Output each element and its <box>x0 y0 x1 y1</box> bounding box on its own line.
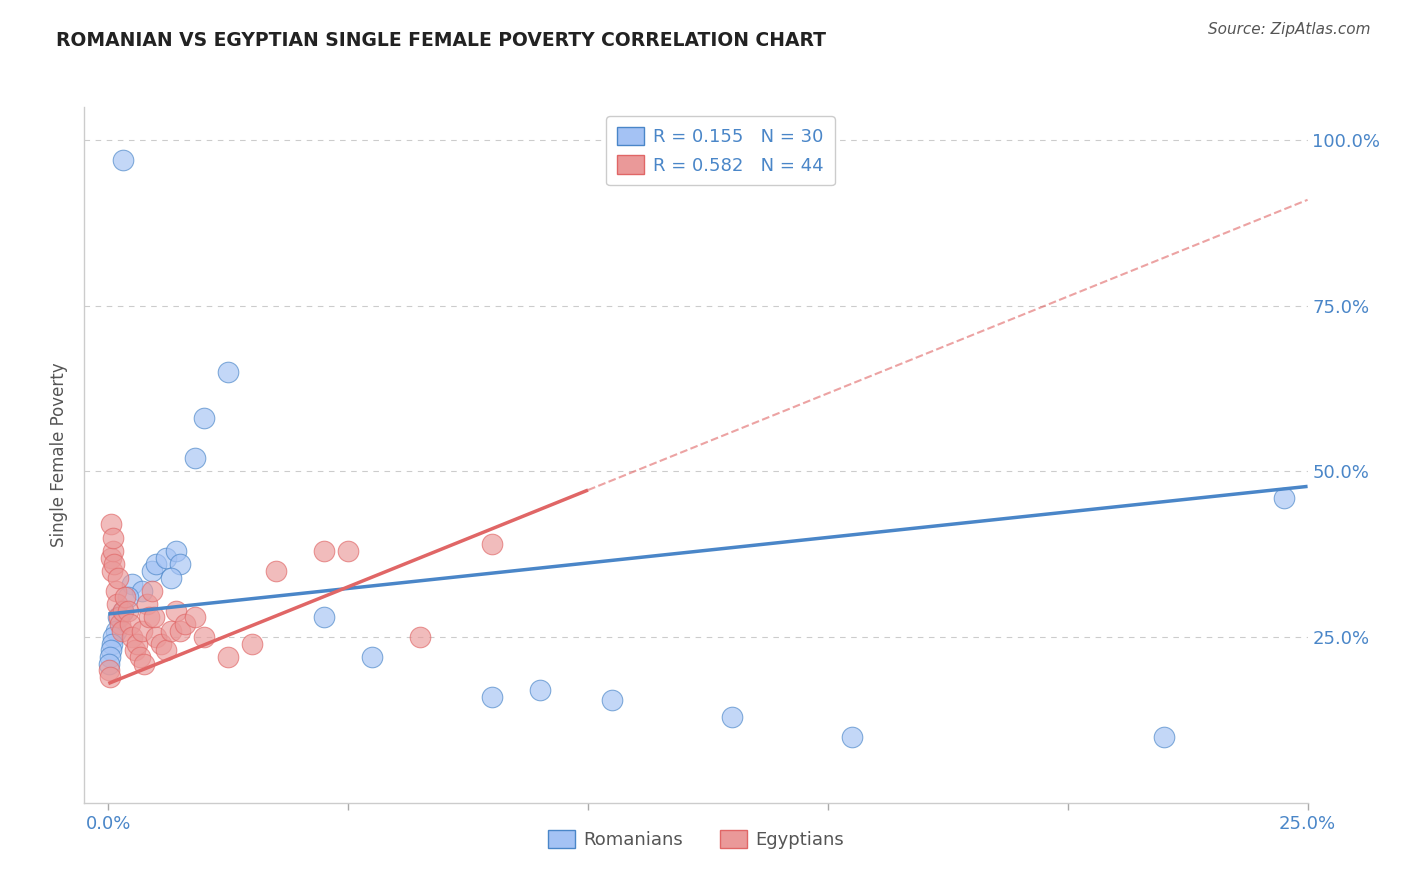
Point <box>114 591 136 605</box>
Y-axis label: Single Female Poverty: Single Female Poverty <box>51 363 69 547</box>
Point <box>361 650 384 665</box>
Point <box>193 630 215 644</box>
Point <box>141 583 163 598</box>
Point <box>169 624 191 638</box>
Point <box>159 624 181 638</box>
Point <box>600 693 623 707</box>
Point <box>117 604 139 618</box>
Point <box>240 637 263 651</box>
Point <box>131 583 153 598</box>
Point <box>100 643 122 657</box>
Point <box>101 544 124 558</box>
Point <box>165 544 187 558</box>
Point <box>111 153 134 167</box>
Point <box>121 630 143 644</box>
Point <box>155 550 177 565</box>
Point <box>145 558 167 572</box>
Point <box>481 537 503 551</box>
Text: Source: ZipAtlas.com: Source: ZipAtlas.com <box>1208 22 1371 37</box>
Point <box>193 411 215 425</box>
Point <box>314 610 336 624</box>
Point <box>108 610 131 624</box>
Point <box>183 451 205 466</box>
Point <box>104 624 127 638</box>
Point <box>135 597 157 611</box>
Point <box>105 597 128 611</box>
Point <box>111 624 134 638</box>
Point <box>101 637 124 651</box>
Point <box>127 637 149 651</box>
Point <box>117 591 139 605</box>
Point <box>169 558 191 572</box>
Point <box>142 610 165 624</box>
Point <box>337 544 360 558</box>
Legend: Romanians, Egyptians: Romanians, Egyptians <box>540 822 852 856</box>
Point <box>145 630 167 644</box>
Point <box>481 690 503 704</box>
Point <box>174 616 197 631</box>
Point <box>107 610 129 624</box>
Point <box>98 663 121 677</box>
Point <box>841 730 863 744</box>
Point <box>98 650 121 665</box>
Point <box>118 616 141 631</box>
Point <box>107 570 129 584</box>
Point <box>101 564 124 578</box>
Point <box>138 610 160 624</box>
Point <box>183 610 205 624</box>
Point <box>98 670 121 684</box>
Point <box>103 558 125 572</box>
Point <box>101 630 124 644</box>
Point <box>100 517 122 532</box>
Point <box>1153 730 1175 744</box>
Point <box>104 583 127 598</box>
Point <box>721 709 744 723</box>
Point <box>111 604 134 618</box>
Point <box>110 616 132 631</box>
Point <box>101 531 124 545</box>
Point <box>121 577 143 591</box>
Point <box>131 624 153 638</box>
Point <box>134 657 156 671</box>
Point <box>264 564 287 578</box>
Point <box>217 365 239 379</box>
Point <box>128 650 150 665</box>
Point <box>409 630 432 644</box>
Point <box>111 604 134 618</box>
Point <box>150 637 173 651</box>
Text: ROMANIAN VS EGYPTIAN SINGLE FEMALE POVERTY CORRELATION CHART: ROMANIAN VS EGYPTIAN SINGLE FEMALE POVER… <box>56 31 827 50</box>
Point <box>124 643 146 657</box>
Point <box>100 550 122 565</box>
Point <box>314 544 336 558</box>
Point <box>141 564 163 578</box>
Point <box>1272 491 1295 505</box>
Point <box>165 604 187 618</box>
Point <box>159 570 181 584</box>
Point <box>217 650 239 665</box>
Point <box>529 683 551 698</box>
Point <box>155 643 177 657</box>
Point <box>98 657 121 671</box>
